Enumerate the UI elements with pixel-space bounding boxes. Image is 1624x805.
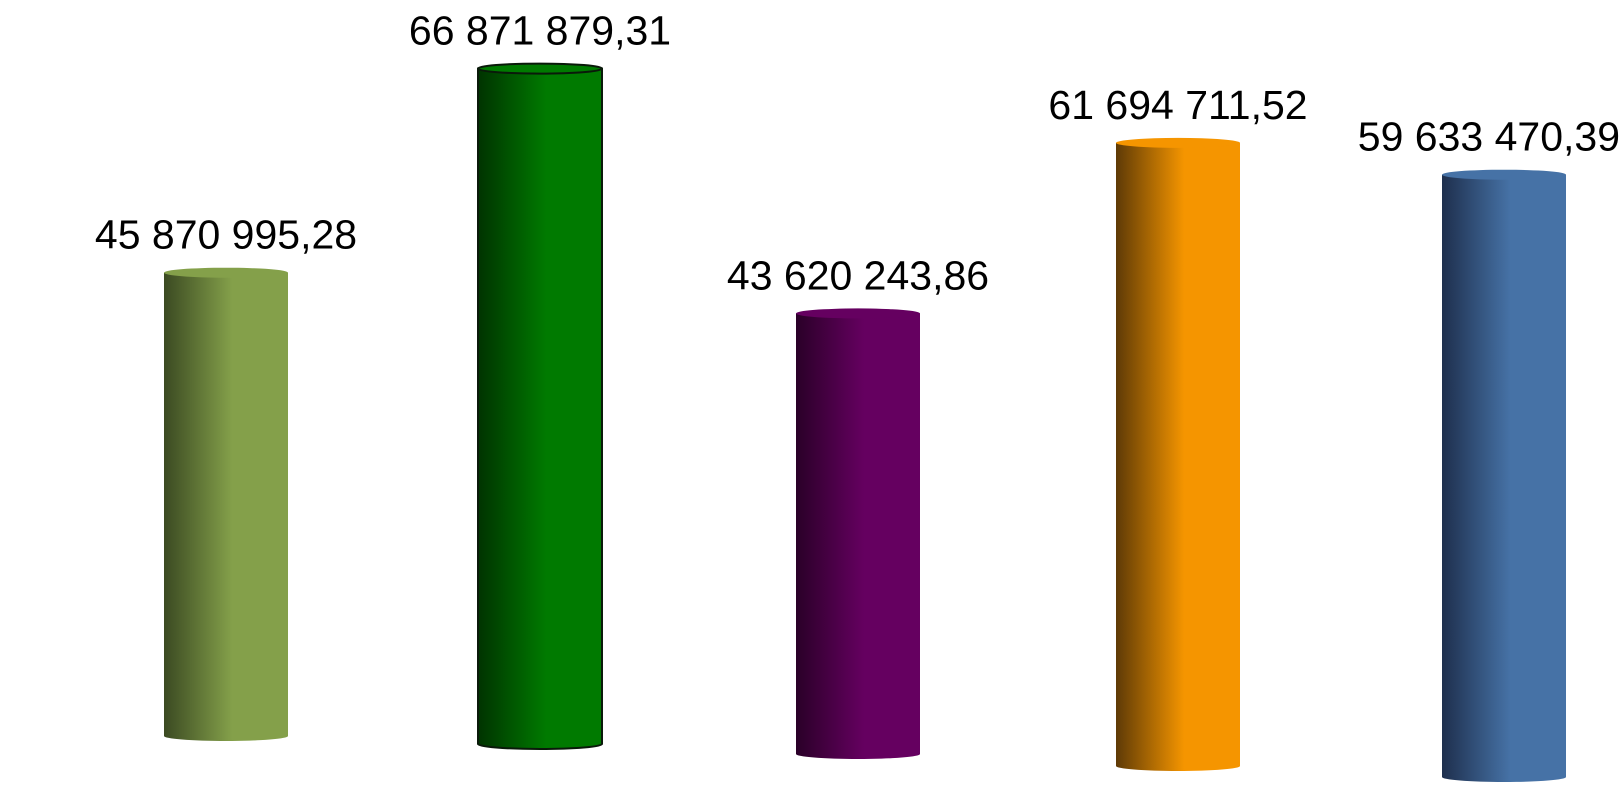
- value-label: 59 633 470,39: [1358, 114, 1620, 160]
- bar-1: [164, 267, 288, 741]
- bar-body: [796, 313, 920, 759]
- bar-2: [477, 62, 603, 750]
- value-label: 66 871 879,31: [409, 8, 671, 54]
- bar-3: [796, 308, 920, 759]
- bar-cap: [1116, 137, 1240, 148]
- bars-layer: [164, 62, 1566, 782]
- labels-layer: 45 870 995,28 66 871 879,31 43 620 243,86 6…: [95, 8, 1620, 299]
- bar-body: [1442, 174, 1566, 782]
- bar-cap: [477, 62, 603, 75]
- bar-cap: [164, 267, 288, 278]
- bar-body: [1116, 142, 1240, 771]
- value-label: 61 694 711,52: [1048, 82, 1307, 128]
- bar-cap: [796, 308, 920, 319]
- bar-5: [1442, 169, 1566, 782]
- bar-cap: [1442, 169, 1566, 180]
- value-label: 45 870 995,28: [95, 212, 357, 258]
- value-label: 43 620 243,86: [727, 252, 989, 298]
- bar-body: [477, 67, 603, 750]
- bar-body: [164, 272, 288, 741]
- bar-4: [1116, 137, 1240, 771]
